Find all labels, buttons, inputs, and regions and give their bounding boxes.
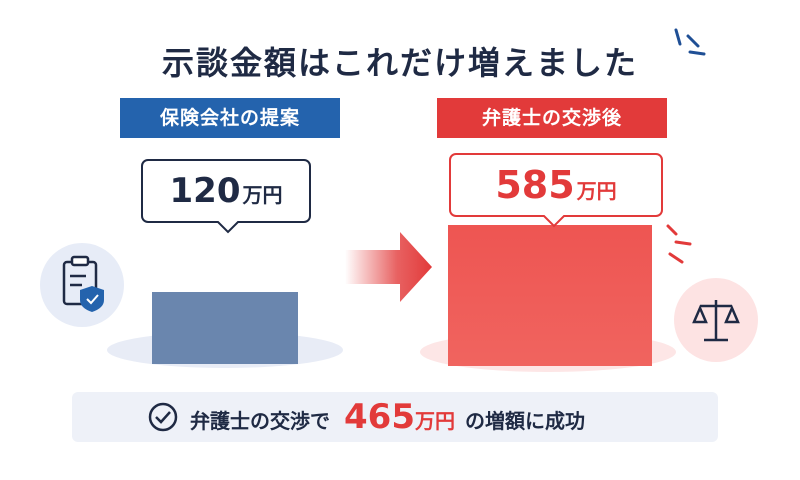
check-icon — [148, 402, 178, 432]
amount-before: 120 万円 — [142, 162, 310, 220]
bubble-after — [449, 153, 663, 228]
scales-icon — [674, 278, 758, 362]
amount-after: 585 万円 — [450, 156, 662, 214]
arrow — [345, 232, 432, 302]
label-after: 弁護士の交渉後 — [437, 98, 667, 138]
amount: 120 — [169, 171, 241, 211]
amount: 585 — [495, 163, 575, 207]
clipboard-icon — [40, 243, 124, 327]
summary-unit: 万円 — [414, 409, 455, 433]
bubble-before — [141, 159, 311, 234]
label-before: 保険会社の提案 — [120, 98, 340, 138]
summary: 弁護士の交渉で 465 万円 の増額に成功 — [190, 392, 585, 442]
title: 示談金額はこれだけ増えました — [161, 44, 638, 82]
summary-box — [72, 392, 718, 442]
unit: 万円 — [576, 179, 617, 203]
summary-amount: 465 — [344, 397, 415, 437]
bar-after — [448, 225, 652, 366]
summary-prefix: 弁護士の交渉で — [190, 409, 330, 433]
bar-before — [152, 292, 298, 364]
sparkle — [674, 28, 706, 56]
unit: 万円 — [242, 183, 283, 207]
summary-suffix: の増額に成功 — [464, 409, 585, 433]
sparkle — [666, 224, 692, 264]
